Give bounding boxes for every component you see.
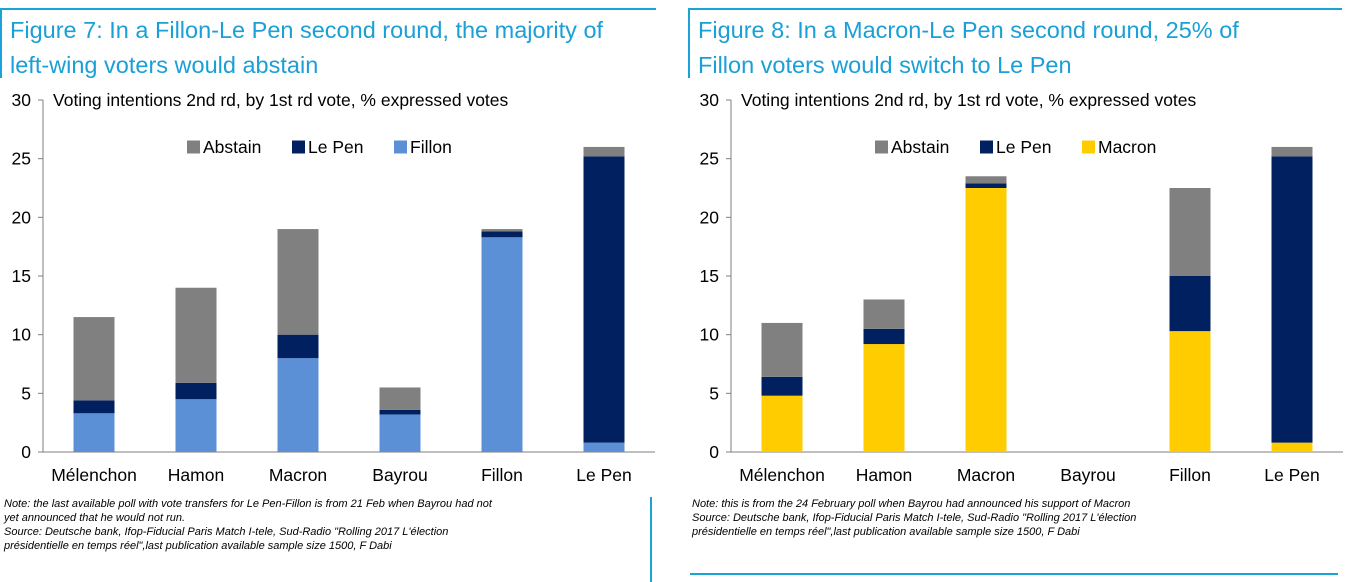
legend-label: Le Pen: [308, 137, 363, 157]
legend-label: Macron: [1098, 137, 1156, 157]
figure-title-line-2: Fillon voters would switch to Le Pen: [698, 52, 1072, 78]
y-tick-label: 10: [12, 325, 32, 345]
legend-label: Abstain: [203, 137, 261, 157]
x-category-label: Macron: [957, 465, 1015, 485]
legend-swatch-macron: [1082, 140, 1095, 154]
x-category-label: Le Pen: [576, 465, 631, 485]
x-category-label: Hamon: [168, 465, 224, 485]
x-category-label: Macron: [269, 465, 327, 485]
bar-segment-le-pen: [277, 334, 319, 359]
figure-title: Figure 8: In a Macron-Le Pen second roun…: [698, 13, 1347, 83]
source-line: Source: Deutsche bank, Ifop-Fiducial Par…: [692, 512, 1137, 524]
x-category-label: Mélenchon: [51, 465, 137, 485]
x-category-label: Bayrou: [372, 465, 427, 485]
bar-segment-macron: [863, 344, 905, 452]
figure-title-line-2: left-wing voters would abstain: [10, 52, 319, 78]
bar-segment-fillon: [175, 399, 217, 452]
bar-segment-macron: [761, 395, 803, 452]
legend-label: Fillon: [410, 137, 452, 157]
figure-7-panel: Figure 7: In a Fillon-Le Pen second roun…: [0, 0, 660, 582]
bar-segment-le-pen: [583, 156, 625, 443]
figure-8-panel: Figure 8: In a Macron-Le Pen second roun…: [688, 0, 1347, 582]
title-frame-left: [0, 8, 2, 78]
legend-label: Le Pen: [996, 137, 1051, 157]
bar-segment-fillon: [481, 237, 523, 452]
bar-segment-abstain: [965, 176, 1007, 184]
legend-swatch-abstain: [187, 140, 200, 154]
x-category-label: Le Pen: [1264, 465, 1319, 485]
y-tick-label: 20: [700, 207, 720, 227]
figure-8-chart: 0 5 10 15 20 25 30 Voting intentions 2nd rd, by…: [700, 90, 1343, 485]
bar-segment-abstain: [277, 229, 319, 335]
bar-segment-le-pen: [965, 183, 1007, 188]
figure-title-line-1: Figure 8: In a Macron-Le Pen second roun…: [698, 17, 1239, 43]
x-category-label: Mélenchon: [739, 465, 825, 485]
note-line: Note: the last available poll with vote …: [4, 498, 492, 510]
bar-segment-le-pen: [379, 409, 421, 415]
bar-segment-le-pen: [73, 400, 115, 414]
figure-note: Note: the last available poll with vote …: [4, 497, 644, 553]
y-tick-label: 15: [700, 266, 719, 286]
y-tick-label: 5: [21, 383, 31, 403]
y-tick-label: 0: [709, 442, 719, 462]
bar-segment-fillon: [73, 413, 115, 452]
x-category-label: Fillon: [481, 465, 523, 485]
y-tick-label: 25: [700, 149, 719, 169]
y-tick-label: 25: [12, 149, 31, 169]
bar-segment-macron: [965, 188, 1007, 452]
figure-title-line-1: Figure 7: In a Fillon-Le Pen second roun…: [10, 17, 604, 43]
bar-segment-macron: [1169, 331, 1211, 452]
legend-swatch-abstain: [875, 140, 888, 154]
bar-segment-fillon: [277, 358, 319, 452]
bar-segment-le-pen: [481, 231, 523, 238]
y-tick-label: 30: [12, 90, 32, 110]
frame-right-rule: [650, 497, 652, 582]
bar-segment-le-pen: [1271, 156, 1313, 443]
bar-segment-abstain: [1169, 188, 1211, 276]
x-category-label: Hamon: [856, 465, 912, 485]
x-category-label: Bayrou: [1060, 465, 1115, 485]
bar-segment-abstain: [863, 299, 905, 329]
source-line: présidentielle en temps réel",last publi…: [692, 526, 1080, 538]
bar-segment-abstain: [583, 146, 625, 157]
bar-segment-abstain: [73, 317, 115, 401]
figure-title: Figure 7: In a Fillon-Le Pen second roun…: [10, 13, 660, 83]
chart-subtitle: Voting intentions 2nd rd, by 1st rd vote…: [53, 90, 509, 110]
legend-swatch-fillon: [394, 140, 407, 154]
figure-7-chart: 0 5 10 15 20 25 30 Voting intentions 2nd rd, by…: [12, 90, 655, 485]
bar-segment-abstain: [379, 387, 421, 410]
bar-segment-le-pen: [761, 376, 803, 396]
source-line: présidentielle en temps réel",last publi…: [4, 540, 392, 552]
frame-bottom-rule: [690, 573, 1338, 575]
note-line: Note: this is from the 24 February poll …: [692, 498, 1131, 510]
bar-segment-fillon: [583, 442, 625, 452]
legend-swatch-le-pen: [980, 140, 993, 154]
title-frame-left: [688, 8, 690, 78]
note-line: yet announced that he would not run.: [4, 512, 186, 524]
y-tick-label: 5: [709, 383, 719, 403]
chart-subtitle: Voting intentions 2nd rd, by 1st rd vote…: [741, 90, 1197, 110]
x-category-label: Fillon: [1169, 465, 1211, 485]
y-tick-label: 20: [12, 207, 32, 227]
bar-segment-abstain: [761, 322, 803, 377]
bar-segment-le-pen: [1169, 276, 1211, 332]
y-tick-label: 15: [12, 266, 31, 286]
bar-segment-le-pen: [175, 382, 217, 400]
bar-segment-macron: [1271, 442, 1313, 452]
figure-note: Note: this is from the 24 February poll …: [692, 497, 1332, 539]
bar-segment-abstain: [481, 229, 523, 232]
bar-segment-abstain: [175, 287, 217, 383]
title-frame-top: [0, 8, 656, 10]
bar-segment-abstain: [1271, 146, 1313, 157]
legend-swatch-le-pen: [292, 140, 305, 154]
y-tick-label: 0: [21, 442, 31, 462]
bar-segment-le-pen: [863, 328, 905, 345]
source-line: Source: Deutsche bank, Ifop-Fiducial Par…: [4, 526, 449, 538]
bar-segment-fillon: [379, 414, 421, 452]
title-frame-top: [688, 8, 1342, 10]
y-tick-label: 10: [700, 325, 720, 345]
y-tick-label: 30: [700, 90, 720, 110]
legend-label: Abstain: [891, 137, 949, 157]
